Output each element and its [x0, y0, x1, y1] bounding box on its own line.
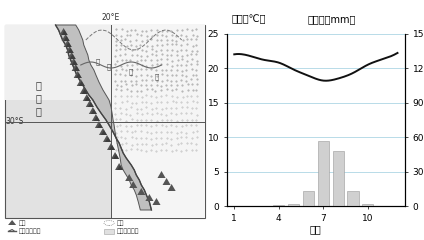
Bar	[288, 204, 299, 206]
Polygon shape	[97, 123, 103, 128]
Bar	[273, 205, 285, 206]
Text: 河: 河	[154, 74, 159, 80]
Polygon shape	[66, 46, 74, 53]
Polygon shape	[82, 89, 88, 94]
Text: 沙漠: 沙漠	[117, 220, 125, 226]
Polygon shape	[115, 163, 123, 170]
Polygon shape	[72, 60, 78, 65]
Text: 气温（℃）: 气温（℃）	[231, 14, 265, 24]
Polygon shape	[70, 58, 78, 65]
Polygon shape	[83, 94, 91, 101]
Polygon shape	[74, 71, 82, 78]
Polygon shape	[74, 66, 80, 71]
Polygon shape	[117, 165, 123, 170]
Polygon shape	[145, 194, 153, 201]
Polygon shape	[56, 25, 151, 210]
Text: 二: 二	[107, 64, 111, 70]
Polygon shape	[70, 54, 76, 59]
Bar	[318, 141, 329, 206]
Bar	[347, 192, 359, 206]
Polygon shape	[76, 73, 82, 78]
Polygon shape	[64, 40, 72, 47]
Polygon shape	[80, 87, 88, 94]
Polygon shape	[92, 114, 100, 121]
Bar	[362, 204, 374, 206]
Polygon shape	[88, 102, 94, 107]
Polygon shape	[111, 152, 119, 159]
Polygon shape	[129, 181, 137, 188]
Polygon shape	[103, 135, 111, 142]
Bar	[104, 229, 114, 234]
Polygon shape	[125, 174, 133, 181]
Polygon shape	[109, 145, 115, 150]
Polygon shape	[94, 116, 100, 121]
Polygon shape	[79, 81, 85, 86]
Text: 大: 大	[36, 80, 41, 90]
Polygon shape	[5, 25, 111, 100]
Polygon shape	[162, 178, 170, 185]
Polygon shape	[99, 128, 107, 135]
Polygon shape	[101, 130, 107, 135]
Polygon shape	[61, 30, 68, 35]
Polygon shape	[157, 171, 165, 178]
Bar	[332, 151, 344, 206]
Polygon shape	[68, 52, 76, 59]
Polygon shape	[59, 28, 68, 35]
Polygon shape	[61, 34, 70, 41]
Polygon shape	[68, 48, 74, 53]
Polygon shape	[86, 100, 94, 107]
Text: 洋: 洋	[36, 106, 41, 116]
Polygon shape	[85, 96, 91, 101]
Polygon shape	[72, 64, 80, 71]
Polygon shape	[77, 79, 85, 86]
Polygon shape	[111, 25, 205, 218]
Bar	[303, 192, 314, 206]
Text: 西: 西	[36, 93, 41, 103]
Polygon shape	[91, 109, 97, 114]
Text: 30°S: 30°S	[5, 118, 23, 126]
Text: 河流与季节河: 河流与季节河	[19, 228, 42, 234]
Text: 山脉: 山脉	[19, 220, 27, 226]
Polygon shape	[64, 36, 70, 41]
Polygon shape	[153, 198, 161, 205]
Polygon shape	[107, 143, 115, 150]
Text: 橘: 橘	[96, 59, 100, 65]
Polygon shape	[113, 154, 119, 159]
Bar	[5, 25, 205, 218]
Text: 20°E: 20°E	[102, 13, 120, 22]
Text: 纳马今二地区: 纳马今二地区	[117, 228, 139, 234]
Polygon shape	[95, 121, 103, 128]
Polygon shape	[89, 107, 97, 114]
Polygon shape	[167, 184, 176, 191]
X-axis label: 月份: 月份	[310, 224, 322, 234]
Polygon shape	[8, 220, 16, 225]
Polygon shape	[137, 188, 145, 195]
Polygon shape	[105, 137, 111, 142]
Text: 沿: 沿	[129, 69, 134, 75]
Polygon shape	[66, 42, 72, 47]
Text: 降水量（mm）: 降水量（mm）	[308, 14, 356, 24]
